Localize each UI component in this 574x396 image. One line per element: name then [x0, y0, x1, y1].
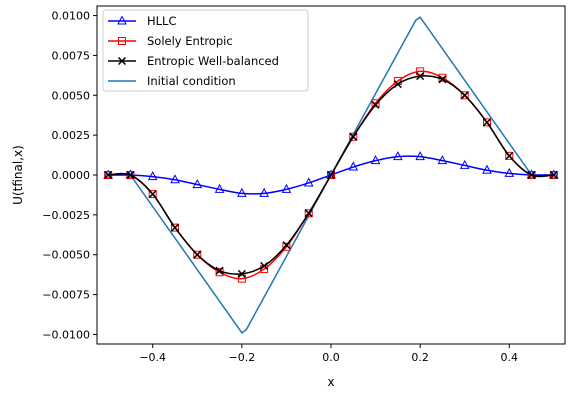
data-point: [303, 177, 314, 187]
data-point: [148, 190, 157, 199]
series-entropic-well-balanced: [104, 72, 558, 278]
y-tick-label: 0.0000: [52, 169, 91, 182]
data-point: [349, 132, 358, 141]
y-axis-label: U(tfinal,x): [11, 145, 25, 205]
legend-item-hllc: HLLC: [108, 14, 177, 28]
data-point: [482, 118, 492, 127]
legend-item-solely-entropic: Solely Entropic: [108, 34, 233, 48]
data-point: [126, 171, 135, 179]
data-point: [527, 170, 536, 180]
data-point: [416, 72, 425, 81]
data-point: [281, 183, 292, 193]
series-layer: [103, 16, 559, 334]
data-point: [527, 171, 536, 179]
data-point: [349, 132, 358, 141]
data-point: [170, 174, 180, 184]
y-tick-label: −0.0100: [42, 328, 90, 341]
data-point: [126, 170, 135, 180]
x-tick-label: 0.2: [411, 351, 429, 364]
legend-item-initial-condition: Initial condition: [108, 74, 236, 88]
data-point: [282, 242, 291, 251]
data-point: [459, 159, 470, 169]
legend-label: HLLC: [147, 14, 177, 28]
data-point: [304, 209, 313, 218]
data-point: [237, 269, 246, 278]
data-point: [215, 266, 224, 275]
legend-marker: [118, 37, 126, 45]
y-tick-label: 0.0075: [52, 49, 91, 62]
data-point: [104, 170, 113, 180]
y-tick-label: −0.0025: [42, 209, 90, 222]
data-point: [282, 241, 291, 250]
data-point: [393, 80, 402, 89]
data-point: [193, 250, 202, 259]
x-tick-label: 0.0: [322, 351, 340, 364]
data-point: [192, 179, 203, 189]
data-point: [327, 171, 335, 179]
data-point: [348, 161, 359, 171]
data-point: [460, 91, 469, 100]
legend-marker: [117, 56, 127, 66]
data-point: [505, 151, 514, 160]
x-tick-label: 0.4: [501, 351, 519, 364]
x-axis: −0.4 −0.2 0.0 0.2 0.4: [139, 344, 518, 364]
data-point: [259, 187, 269, 197]
x-axis-label: x: [327, 375, 334, 389]
legend-box: [102, 9, 309, 92]
data-point: [482, 164, 492, 174]
y-axis: −0.0100 −0.0075 −0.0050 −0.0025 0.0000 0.0025…: [42, 10, 97, 341]
x-tick-label: −0.4: [139, 351, 166, 364]
data-point: [371, 100, 380, 109]
data-point: [170, 223, 180, 232]
data-point: [237, 274, 246, 283]
data-point: [438, 75, 447, 84]
data-point: [437, 155, 448, 165]
legend-marker: [117, 15, 127, 25]
y-tick-label: 0.0050: [52, 89, 91, 102]
data-point: [260, 261, 269, 270]
data-point: [171, 223, 179, 232]
data-point: [460, 91, 469, 100]
data-point: [370, 155, 381, 165]
data-point: [393, 151, 403, 161]
data-point: [371, 99, 380, 108]
data-point: [326, 170, 336, 180]
legend-label: Entropic Well-balanced: [147, 54, 279, 68]
y-tick-label: −0.0075: [42, 289, 90, 302]
x-tick-label: −0.2: [228, 351, 255, 364]
data-point: [147, 171, 158, 181]
legend: HLLC Solely Entropic Entropic Well-balance…: [102, 9, 309, 92]
y-tick-label: 0.0100: [52, 10, 91, 23]
data-point: [483, 118, 491, 127]
data-point: [237, 187, 247, 197]
data-point: [193, 250, 202, 259]
data-point: [304, 209, 313, 218]
y-tick-label: 0.0025: [52, 129, 91, 142]
y-tick-label: −0.0050: [42, 249, 90, 262]
data-point: [416, 67, 425, 76]
legend-label: Initial condition: [147, 74, 236, 88]
legend-item-entropic-well-balanced: Entropic Well-balanced: [108, 54, 279, 68]
data-point: [214, 183, 225, 193]
legend-label: Solely Entropic: [147, 34, 233, 48]
data-point: [549, 170, 558, 180]
data-point: [505, 151, 514, 160]
data-point: [415, 151, 425, 161]
data-point: [148, 190, 157, 199]
data-point: [504, 167, 515, 177]
